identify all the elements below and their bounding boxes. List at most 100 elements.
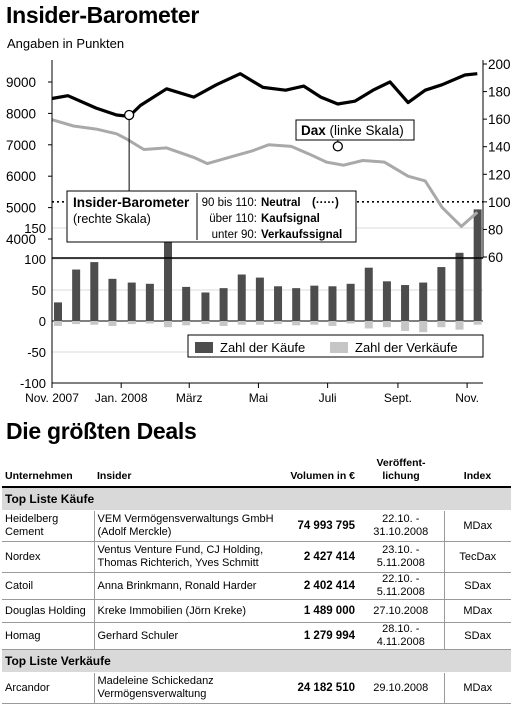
right-tick-label: 200 bbox=[488, 57, 511, 72]
table-row: Catoil Anna Brinkmann, Ronald Harder 2 402… bbox=[2, 572, 511, 600]
cell-volume: 2 427 414 bbox=[278, 541, 358, 573]
right-tick-label: 160 bbox=[488, 112, 511, 127]
sell-bar bbox=[274, 321, 283, 325]
bar-tick-label: 0 bbox=[39, 314, 46, 329]
x-tick-label: Nov. bbox=[455, 391, 479, 405]
header-date: Veröffent-lichung bbox=[358, 453, 444, 488]
barometer-line bbox=[51, 72, 478, 119]
legend-swatch-buy bbox=[195, 342, 213, 353]
sell-bar bbox=[437, 321, 446, 328]
sell-bar bbox=[237, 321, 246, 325]
sell-bar bbox=[455, 321, 464, 330]
left-tick-label: 4000 bbox=[6, 232, 36, 247]
cell-volume: 74 993 795 bbox=[278, 510, 358, 542]
cell-insider: Gerhard Schuler bbox=[93, 622, 278, 650]
signal-text: Neutral bbox=[261, 197, 301, 209]
buy-bar bbox=[182, 286, 191, 321]
sell-bar bbox=[127, 321, 136, 325]
table-row: Douglas Holding Kreke Immobilien (Jörn Kr… bbox=[2, 599, 511, 623]
right-tick-label: 80 bbox=[488, 222, 503, 237]
cell-volume: 1 279 994 bbox=[278, 622, 358, 650]
x-tick-label: Nov. 2007 bbox=[25, 391, 79, 405]
dax-line bbox=[51, 118, 479, 228]
signal-range: unter 90: bbox=[212, 229, 257, 241]
sell-bar bbox=[145, 321, 154, 324]
buy-bar bbox=[219, 288, 228, 321]
buy-bar bbox=[145, 283, 154, 321]
buy-bar bbox=[90, 262, 99, 321]
right-tick-label: 120 bbox=[488, 167, 511, 182]
buy-bar bbox=[401, 285, 410, 321]
buy-bar bbox=[328, 286, 337, 321]
barometer-label-box bbox=[66, 190, 357, 243]
cell-date: 27.10.2008 bbox=[358, 599, 444, 623]
sell-bar bbox=[473, 321, 482, 325]
buy-bar bbox=[364, 267, 373, 321]
bar-tick-label: 50 bbox=[32, 283, 46, 298]
dax-label-box bbox=[295, 119, 415, 141]
cell-insider: Ventus Venture Fund, CJ Holding, Thomas … bbox=[93, 541, 278, 573]
signal-text: Kaufsignal bbox=[261, 213, 320, 225]
sell-bar bbox=[292, 321, 301, 326]
buy-bar bbox=[164, 228, 173, 321]
table-row: Homag Gerhard Schuler 1 279 994 28.10. - 4.… bbox=[2, 622, 511, 650]
buy-bar bbox=[72, 269, 81, 321]
insider-barometer-chart: 9000 8000 7000 6000 5000 4000 200 180 160 140 120 1… bbox=[6, 57, 511, 405]
left-tick-label: 7000 bbox=[6, 138, 36, 153]
sell-bar bbox=[419, 321, 428, 333]
buy-bar bbox=[54, 302, 62, 321]
buy-bar bbox=[382, 281, 391, 321]
sell-bar bbox=[328, 321, 337, 326]
sell-bar bbox=[108, 321, 117, 326]
sell-bar bbox=[310, 321, 319, 325]
section-buy: Top Liste Käufe bbox=[2, 487, 511, 511]
cell-date: 23.10. - 5.11.2008 bbox=[358, 541, 444, 573]
buy-bar bbox=[455, 252, 464, 321]
right-tick-label: 100 bbox=[488, 195, 511, 210]
cell-index: MDax bbox=[443, 599, 511, 623]
buy-bar bbox=[437, 267, 446, 321]
cell-index: MDax bbox=[443, 510, 511, 542]
bar-tick-label: -100 bbox=[20, 376, 46, 391]
left-tick-label: 6000 bbox=[6, 169, 36, 184]
cell-volume: 24 182 510 bbox=[278, 672, 358, 704]
chart-subtitle: Angaben in Punkten bbox=[7, 36, 125, 51]
cell-insider: Madeleine Schickedanz Vermögensverwaltun… bbox=[93, 672, 278, 704]
cell-insider: Kreke Immobilien (Jörn Kreke) bbox=[93, 599, 278, 623]
cell-company: Nordex bbox=[2, 541, 94, 573]
left-tick-label: 9000 bbox=[6, 75, 36, 90]
sell-bar bbox=[54, 321, 62, 326]
x-tick-label: Sept. bbox=[384, 391, 412, 405]
table-header-row: Unternehmen Insider Volumen in € Veröffe… bbox=[2, 453, 511, 488]
cell-date: 28.10. - 4.11.2008 bbox=[358, 622, 444, 650]
left-tick-label: 8000 bbox=[6, 106, 36, 121]
bar-tick-label: 150 bbox=[24, 221, 46, 236]
cell-date: 22.10. - 31.10.2008 bbox=[358, 510, 444, 542]
buy-bar bbox=[201, 292, 210, 321]
buy-bar bbox=[127, 282, 136, 321]
cell-index: MDax bbox=[443, 672, 511, 704]
x-tick-label: März bbox=[176, 391, 203, 405]
sell-bar bbox=[219, 321, 228, 326]
buy-bar bbox=[274, 286, 283, 321]
sell-bar bbox=[72, 321, 81, 325]
table-row: Nordex Ventus Venture Fund, CJ Holding, T… bbox=[2, 541, 511, 573]
right-tick-label: 60 bbox=[488, 250, 503, 265]
chart-title: Insider-Barometer bbox=[6, 2, 200, 28]
sell-bar bbox=[401, 321, 410, 331]
sell-bar bbox=[182, 321, 191, 326]
right-tick-label: 180 bbox=[488, 85, 511, 100]
signal-range: 90 bis 110: bbox=[202, 197, 257, 209]
header-company: Unternehmen bbox=[2, 453, 94, 488]
sell-bar bbox=[90, 321, 99, 325]
cell-index: SDax bbox=[443, 572, 511, 600]
header-insider: Insider bbox=[94, 453, 278, 488]
bar-tick-label: 100 bbox=[24, 252, 46, 267]
header-index: Index bbox=[444, 453, 511, 488]
buy-bar bbox=[237, 274, 246, 321]
table-row: Heidelberg Cement VEM Vermögensverwaltung… bbox=[2, 510, 511, 542]
cell-company: Catoil bbox=[2, 572, 94, 600]
signal-text: Verkaufssignal bbox=[261, 229, 342, 241]
signal-symbol: (·····) bbox=[312, 197, 339, 209]
table-row: Arcandor Madeleine Schickedanz Vermögensv… bbox=[2, 672, 511, 704]
